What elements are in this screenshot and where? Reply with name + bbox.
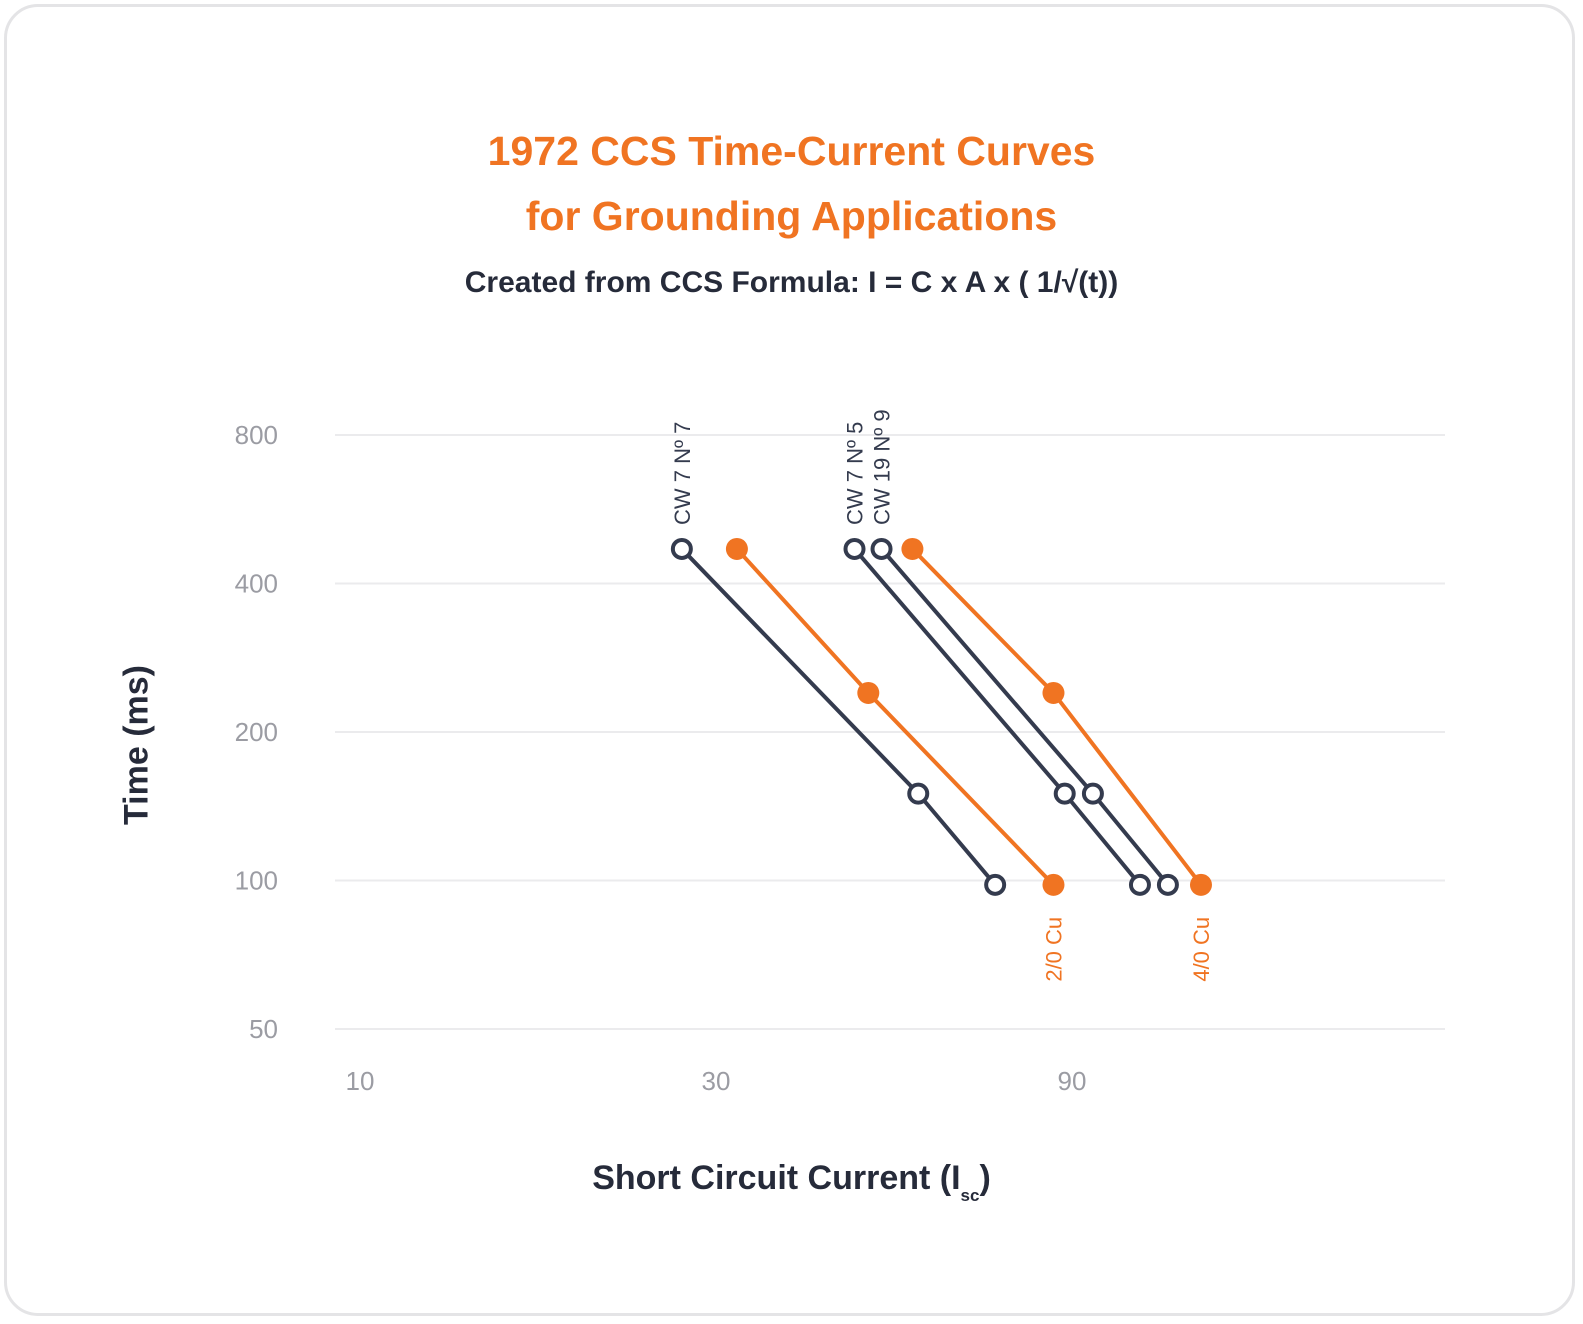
- series-0-point-0: [670, 537, 693, 560]
- series-line-0: [680, 547, 997, 887]
- series-3-point-2: [1156, 873, 1179, 896]
- series-1-point-2: [1042, 873, 1065, 896]
- series-0-point-1: [907, 782, 930, 805]
- series-4-point-2: [1189, 873, 1212, 896]
- series-2-point-2: [1128, 873, 1151, 896]
- series-label-2: CW 7 Nº 5: [843, 422, 868, 525]
- series-3-point-1: [1081, 782, 1104, 805]
- y-axis-label: Time (ms): [117, 665, 156, 825]
- y-tick-label-50: 50: [249, 1014, 278, 1044]
- series-1-point-0: [725, 537, 748, 560]
- x-axis-label-subscript: sc: [960, 1186, 980, 1205]
- series-line-2: [852, 547, 1142, 887]
- x-tick-label-30: 30: [702, 1066, 731, 1096]
- series-4-point-1: [1042, 681, 1065, 704]
- series-label-4: 4/0 Cu: [1189, 917, 1214, 982]
- series-line-4: [910, 547, 1203, 887]
- series-4-point-0: [901, 537, 924, 560]
- series-label-3: CW 19 Nº 9: [870, 409, 895, 525]
- series-label-0: CW 7 Nº 7: [670, 422, 695, 525]
- series-label-1: 2/0 Cu: [1041, 917, 1066, 982]
- y-tick-label-400: 400: [235, 569, 278, 599]
- x-axis-label: Short Circuit Current (Isc): [0, 1158, 1583, 1216]
- y-tick-label-800: 800: [235, 420, 278, 450]
- chart-subtitle: Created from CCS Formula: I = C x A x ( …: [464, 266, 1119, 299]
- x-tick-label-90: 90: [1058, 1066, 1087, 1096]
- x-axis-label-close: ): [979, 1159, 991, 1197]
- x-axis-label-main: Short Circuit Current (I: [592, 1159, 961, 1197]
- y-tick-label-200: 200: [235, 717, 278, 747]
- y-tick-label-100: 100: [235, 866, 278, 896]
- series-1-point-1: [857, 681, 880, 704]
- series-2-point-1: [1053, 782, 1076, 805]
- chart-title-line-2: for Grounding Applications: [525, 193, 1058, 239]
- series-line-3: [880, 547, 1170, 887]
- chart-title-line-1: 1972 CCS Time-Current Curves: [487, 128, 1096, 174]
- x-tick-label-10: 10: [346, 1066, 375, 1096]
- series-2-point-0: [843, 537, 866, 560]
- series-3-point-0: [870, 537, 893, 560]
- series-0-point-2: [984, 873, 1007, 896]
